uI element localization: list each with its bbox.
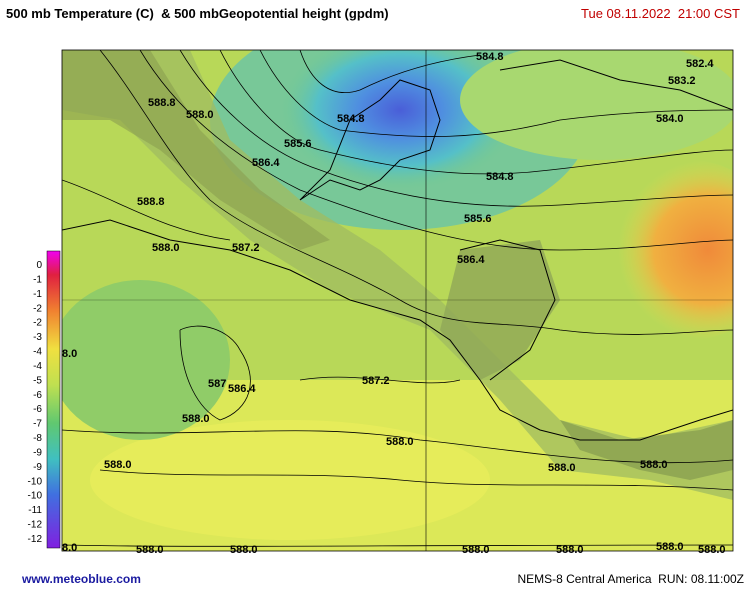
contour-label: 587 xyxy=(208,378,226,390)
colorbar-label: -5 xyxy=(33,375,42,386)
contour-label: 588.0 xyxy=(556,544,584,556)
contour-label: 588.0 xyxy=(698,544,726,556)
contour-label: 587.2 xyxy=(362,375,390,387)
contour-label: 588.0 xyxy=(104,459,132,471)
contour-label: 588.0 xyxy=(656,541,684,553)
contour-label: 588.8 xyxy=(137,196,165,208)
contour-label: 586.4 xyxy=(252,157,280,169)
contour-label: 588.0 xyxy=(386,436,414,448)
colorbar-label: -10 xyxy=(28,491,43,502)
contour-label: 588.0 xyxy=(186,109,214,121)
contour-label: 588.0 xyxy=(152,242,180,254)
colorbar-label: -12 xyxy=(28,534,43,545)
contour-label: 582.4 xyxy=(686,58,714,70)
colorbar-label: -4 xyxy=(33,347,42,358)
colorbar-label: -1 xyxy=(33,289,42,300)
colorbar-label: -2 xyxy=(33,303,42,314)
map xyxy=(62,50,733,551)
colorbar-label: -3 xyxy=(33,332,42,343)
colorbar-label: -11 xyxy=(28,505,42,516)
contour-label: 588.0 xyxy=(640,459,668,471)
valid-time: Tue 08.11.2022 21:00 CST xyxy=(581,6,740,21)
colorbar-label: -12 xyxy=(28,520,43,531)
contour-label: 584.8 xyxy=(486,171,514,183)
colorbar-label: -9 xyxy=(33,447,42,458)
contour-label: 584.0 xyxy=(656,113,684,125)
colorbar-label: -9 xyxy=(33,462,42,473)
model-run: NEMS-8 Central America RUN: 08.11:00Z xyxy=(517,572,744,586)
contour-label: 584.8 xyxy=(337,113,365,125)
map-title: 500 mb Temperature (C) & 500 mbGeopotent… xyxy=(6,6,389,21)
contour-label: 8.0 xyxy=(62,542,77,554)
contour-label: 586.4 xyxy=(228,383,256,395)
contour-label: 583.2 xyxy=(668,75,696,87)
contour-label: 588.0 xyxy=(548,462,576,474)
map-frame xyxy=(61,49,734,552)
site-link[interactable]: www.meteoblue.com xyxy=(21,572,141,586)
colorbar-label: -7 xyxy=(33,419,42,430)
contour-label: 585.6 xyxy=(464,213,492,225)
contour-label: 588.0 xyxy=(136,544,164,556)
contour-label: 587.2 xyxy=(232,242,260,254)
colorbar-label: -2 xyxy=(33,318,42,329)
colorbar-label: 0 xyxy=(36,260,42,271)
colorbar-label: -6 xyxy=(33,404,42,415)
contour-label: 588.0 xyxy=(182,413,210,425)
contour-label: 584.8 xyxy=(476,51,504,63)
contour-label: 588.8 xyxy=(148,97,176,109)
contour-label: 588.0 xyxy=(230,544,258,556)
colorbar-label: -1 xyxy=(33,274,42,285)
colorbar-label: -10 xyxy=(28,476,43,487)
contour-label: 586.4 xyxy=(457,254,485,266)
colorbar-label: -6 xyxy=(33,390,42,401)
contour-label: 588.0 xyxy=(462,544,490,556)
colorbar-label: -8 xyxy=(33,433,42,444)
colorbar xyxy=(46,250,61,549)
colorbar-label: -4 xyxy=(33,361,42,372)
contour-label: 8.0 xyxy=(62,348,77,360)
contour-label: 585.6 xyxy=(284,138,312,150)
